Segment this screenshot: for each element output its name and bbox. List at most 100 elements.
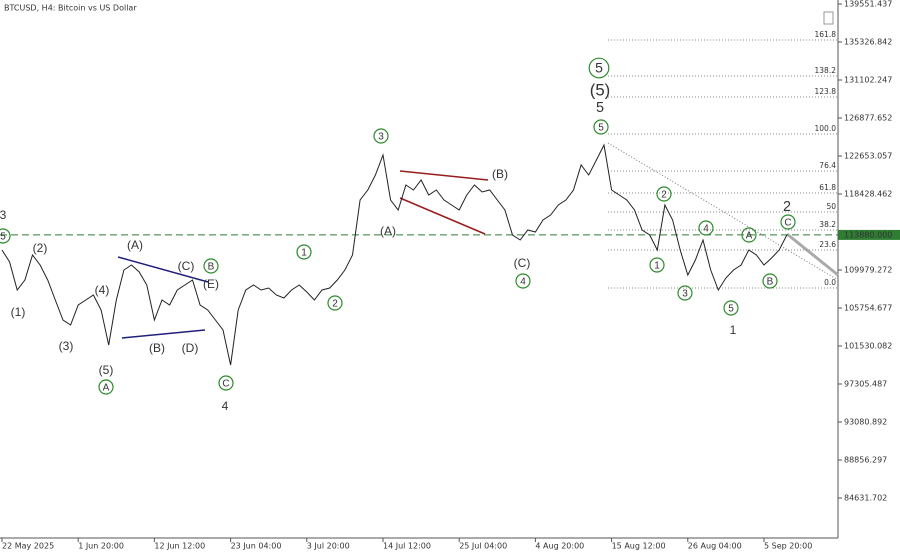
wave-label: 5: [728, 304, 734, 315]
wave-label: 1: [654, 261, 660, 272]
wave-label: 5: [598, 123, 604, 134]
y-tick-label: 126877.652: [844, 113, 892, 122]
wave-circle: [98, 379, 114, 395]
x-tick-label: 14 Jul 12:00: [383, 542, 431, 551]
info-icon[interactable]: [823, 11, 834, 25]
fib-label: 123.8: [815, 87, 837, 96]
wave-circle: [0, 228, 11, 244]
x-tick-label: 26 Aug 04:00: [688, 542, 742, 551]
wave-circle: [677, 285, 693, 301]
y-tick-label: 97305.487: [844, 380, 887, 389]
y-tick-label: 84631.702: [844, 494, 887, 503]
wave-circle: [780, 214, 796, 230]
y-tick-label: 139551.437: [844, 0, 892, 8]
wave-label: 1: [730, 323, 737, 337]
y-tick-label: 122653.057: [844, 151, 892, 160]
wave-label: (1): [11, 305, 26, 319]
wave-circle: [296, 244, 312, 260]
wave-label: 5: [0, 232, 6, 243]
wave-label: (B): [149, 341, 165, 355]
fib-label: 0.0: [824, 278, 836, 287]
wave-label: 4: [520, 277, 526, 288]
wave-label: B: [208, 262, 215, 273]
y-tick-label: 118428.462: [844, 190, 892, 199]
wave-circle: [218, 375, 234, 391]
x-tick-label: 1 Jun 20:00: [78, 542, 124, 551]
wave-label: B: [767, 277, 774, 288]
x-tick-label: 4 Aug 20:00: [535, 542, 584, 551]
x-tick-label: 25 Jul 04:00: [459, 542, 507, 551]
wave-label: 5: [596, 100, 604, 116]
triangle-line: [121, 329, 206, 339]
triangle-line: [117, 256, 209, 283]
x-tick-label: 22 May 2025: [2, 542, 54, 551]
wave-label: (E): [203, 277, 219, 291]
y-tick-label: 101530.082: [844, 342, 892, 351]
fib-label: 38.2: [819, 220, 836, 229]
fib-label: 100.0: [815, 124, 837, 133]
wave-label: 2: [783, 199, 791, 215]
wave-circle: [723, 300, 739, 316]
y-tick-label: 109979.272: [844, 266, 892, 275]
x-tick-label: 3 Jul 20:00: [307, 542, 350, 551]
wave-label: 3: [378, 132, 384, 143]
triangle-line: [399, 197, 486, 235]
y-tick-label: 88856.297: [844, 456, 887, 465]
wave-circle: [649, 257, 665, 273]
wave-label: 5: [595, 60, 603, 76]
wave-circle: [373, 128, 389, 144]
wave-label: 2: [661, 190, 667, 201]
x-tick-label: 15 Aug 12:00: [612, 542, 666, 551]
fib-label: 23.6: [819, 240, 836, 249]
wave-lines: [117, 142, 839, 339]
wave-circle: [656, 186, 672, 202]
price-label: 113880.000: [844, 230, 892, 239]
wave-label: (4): [95, 283, 110, 297]
y-tick-label: 105754.677: [844, 304, 892, 313]
fib-label: 61.8: [819, 183, 836, 192]
wave-label: 3: [682, 289, 688, 300]
wave-label: (B): [492, 167, 508, 181]
wave-label: 1: [301, 248, 307, 259]
wave-label: 4: [222, 399, 229, 413]
price-label-box: [838, 229, 900, 240]
triangle-line: [399, 170, 489, 181]
wave-label: 3: [0, 208, 7, 222]
wave-label: (A): [127, 238, 143, 252]
wave-label: A: [103, 383, 110, 394]
wave-label: (3): [59, 339, 74, 353]
wave-circle: [327, 295, 343, 311]
fib-label: 76.4: [819, 161, 836, 170]
x-tick-label: 12 Jun 12:00: [154, 542, 205, 551]
wave-label: 4: [703, 224, 709, 235]
wave-label: A: [746, 231, 753, 242]
wave-label: (D): [182, 341, 199, 355]
wave-circle: [741, 227, 757, 243]
x-tick-label: 5 Sep 20:00: [764, 542, 812, 551]
chart-title: BTCUSD, H4: Bitcoin vs US Dollar: [4, 4, 137, 13]
wave-label: (5): [590, 80, 611, 99]
wave-label: (5): [99, 363, 114, 377]
wave-label: C: [222, 379, 229, 390]
projection-line: [786, 232, 839, 277]
wave-circle: [762, 273, 778, 289]
wave-circle: [588, 57, 610, 79]
fib-label: 50: [826, 202, 836, 211]
wave-circle: [593, 119, 609, 135]
wave-label: (C): [178, 259, 195, 273]
wave-label: (C): [514, 256, 531, 270]
wave-circle: [515, 273, 531, 289]
wave-circle: [698, 220, 714, 236]
y-tick-label: 93080.892: [844, 418, 887, 427]
x-tick-label: 23 Jun 04:00: [231, 542, 282, 551]
wave-label: (A): [380, 224, 396, 238]
wave-label: 2: [332, 299, 338, 310]
fib-label: 161.8: [815, 30, 837, 39]
fib-label: 138.2: [815, 66, 837, 75]
price-series: [1, 143, 788, 366]
wave-circle: [203, 258, 219, 274]
y-tick-label: 131102.247: [844, 75, 892, 84]
wave-label: C: [784, 218, 791, 229]
